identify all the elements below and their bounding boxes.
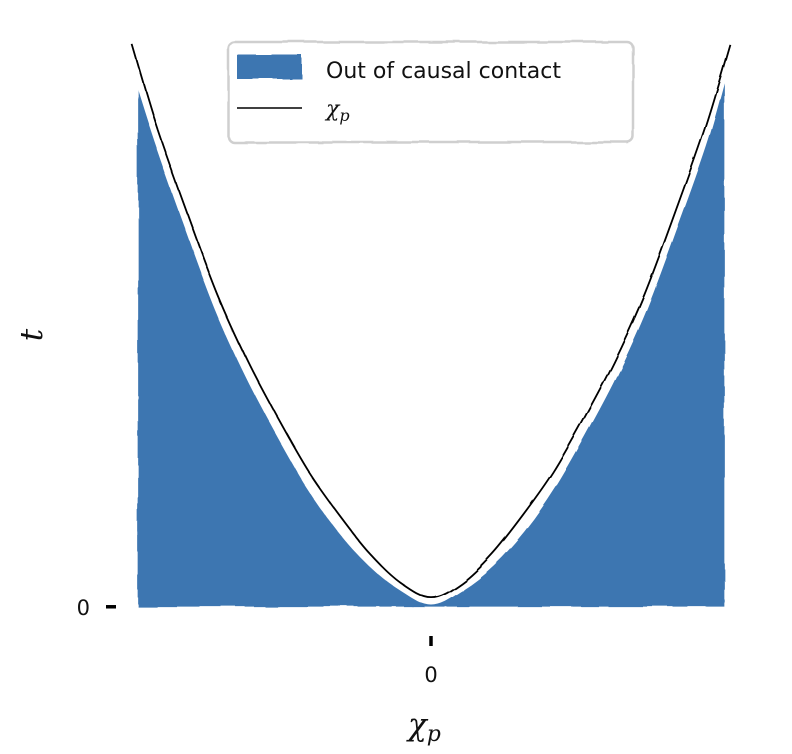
y-tick-label: 0: [77, 596, 90, 620]
legend-label-line: χp: [324, 97, 350, 125]
x-axis-label: χp: [406, 707, 441, 747]
causal-contact-fill: [132, 62, 730, 612]
y-axis-label: t: [14, 328, 50, 341]
legend-fill-swatch: [237, 55, 302, 79]
axes-frame: [123, 27, 739, 629]
x-axis: 0: [424, 636, 438, 687]
plot-area: [128, 43, 734, 612]
y-axis: 0: [77, 596, 116, 620]
x-tick-label: 0: [424, 663, 437, 687]
legend-box: [226, 40, 635, 144]
chi-p-line: [131, 44, 731, 599]
legend-label-fill: Out of causal contact: [326, 59, 561, 84]
legend: Out of causal contact χp: [226, 40, 635, 144]
